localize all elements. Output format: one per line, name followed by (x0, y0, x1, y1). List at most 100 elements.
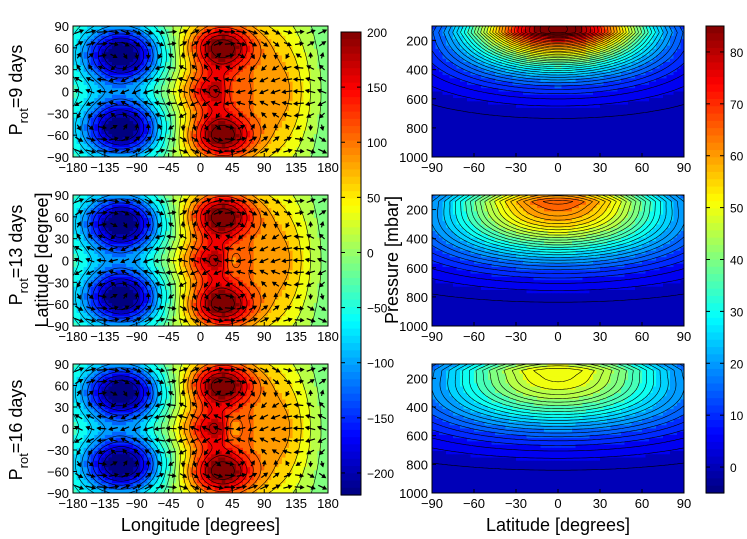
heat-cell (281, 98, 286, 102)
heat-cell (271, 227, 276, 232)
heat-cell (243, 253, 248, 258)
heat-cell (189, 68, 194, 73)
heat-cell (281, 68, 286, 73)
heat-cell (228, 65, 233, 70)
heat-cell (158, 107, 163, 112)
heat-cell (165, 114, 170, 119)
heat-cell (211, 45, 216, 50)
heat-cell (274, 117, 279, 122)
heat-cell (108, 26, 113, 30)
heat-cell (182, 32, 187, 37)
wind-arrows (73, 29, 328, 154)
heat-cell (143, 26, 148, 30)
heat-cell (165, 78, 170, 83)
heat-cell (73, 68, 78, 73)
heat-cell (196, 244, 201, 248)
heat-cell (101, 143, 106, 148)
heat-cell (189, 117, 194, 122)
heat-cell (87, 75, 92, 79)
heat-cell (278, 124, 283, 129)
heat-cell (175, 137, 180, 142)
heat-cell (289, 101, 294, 106)
heat-cell (313, 153, 318, 158)
heat-cell (73, 58, 78, 63)
heat-cell (246, 26, 251, 30)
heat-cell (115, 117, 120, 122)
heat-cell (154, 130, 159, 135)
heat-cell (168, 147, 173, 151)
heat-cell (73, 224, 78, 229)
heat-cell (235, 32, 240, 37)
heat-cell (204, 253, 209, 258)
heat-cell (189, 195, 194, 199)
heat-cell (211, 111, 216, 115)
heat-cell (200, 117, 205, 122)
heat-cell (80, 153, 85, 158)
heat-cell (313, 257, 318, 261)
heat-cell (161, 78, 166, 83)
heat-cell (143, 240, 148, 245)
heat-cell (296, 78, 301, 83)
heat-cell (324, 71, 329, 76)
heat-cell (200, 35, 205, 40)
heat-cell (243, 62, 248, 66)
heat-cell (104, 127, 109, 132)
heat-cell (243, 114, 248, 119)
heat-cell (129, 150, 134, 155)
heat-cell (143, 52, 148, 56)
heat-cell (267, 78, 272, 83)
heat-cell (281, 55, 286, 60)
heat-cell (73, 35, 78, 40)
heat-cell (299, 26, 304, 30)
heat-cell (83, 35, 88, 40)
heat-cell (239, 39, 244, 43)
heat-cell (246, 237, 251, 242)
heat-cell (161, 147, 166, 151)
heat-cell (196, 140, 201, 145)
heat-cell (115, 195, 120, 199)
heat-cell (281, 39, 286, 43)
heat-cell (115, 263, 120, 268)
heat-cell (303, 94, 308, 99)
heat-cell (143, 75, 148, 79)
heat-cell (94, 48, 99, 53)
heat-cell (260, 104, 265, 109)
heat-cell (104, 88, 109, 92)
heat-cell (313, 81, 318, 86)
heat-cell (303, 111, 308, 115)
heat-cell (165, 62, 170, 66)
heat-cell (292, 29, 297, 34)
heat-cell (271, 55, 276, 60)
heat-cell (87, 127, 92, 132)
heat-cell (260, 204, 265, 209)
heat-cell (303, 117, 308, 122)
heat-cell (320, 84, 325, 89)
heat-cell (136, 240, 141, 245)
heat-cell (182, 104, 187, 109)
heat-cell (246, 147, 251, 151)
heat-cell (317, 84, 322, 89)
heat-cell (97, 117, 102, 122)
heat-cell (271, 98, 276, 102)
heat-cell (161, 231, 166, 235)
heat-cell (274, 62, 279, 66)
heat-cell (221, 124, 226, 129)
wind-arrow-head (215, 64, 221, 70)
heat-cell (168, 98, 173, 102)
heat-cell (122, 45, 127, 50)
heat-cell (186, 98, 191, 102)
heat-cell (154, 224, 159, 229)
heat-cell (80, 94, 85, 99)
heat-cell (303, 195, 308, 199)
heat-cell (76, 143, 81, 148)
heat-cell (186, 153, 191, 158)
heat-cell (154, 140, 159, 145)
heat-cell (140, 134, 145, 138)
heat-cell (126, 32, 131, 37)
heat-cell (76, 130, 81, 135)
heat-cell (267, 120, 272, 125)
heat-cell (150, 29, 155, 34)
heat-cell (264, 68, 269, 73)
heat-cell (97, 150, 102, 155)
heat-cell (207, 84, 212, 89)
